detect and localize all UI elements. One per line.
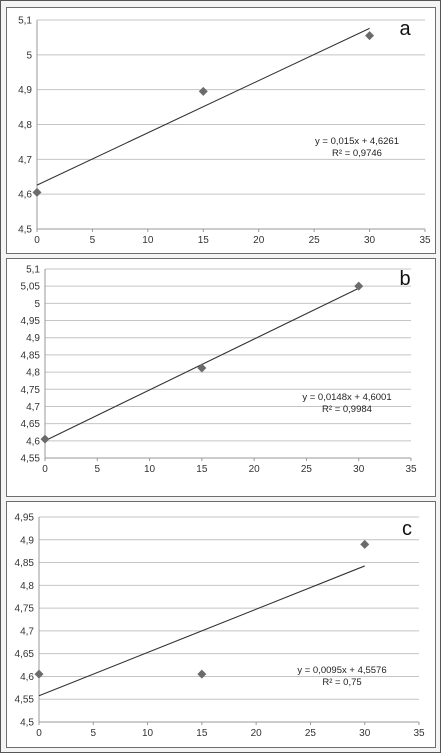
- y-tick-label: 4,9: [18, 85, 32, 96]
- data-point-diamond: [354, 281, 364, 291]
- r-squared-label: R² = 0,75: [322, 677, 361, 688]
- y-tick-label: 4,65: [21, 419, 41, 430]
- x-tick-label: 0: [36, 728, 42, 739]
- x-tick-label: 5: [90, 235, 96, 246]
- data-point-diamond: [197, 363, 207, 373]
- r-squared-label: R² = 0,9984: [322, 404, 372, 415]
- data-point-diamond: [198, 86, 208, 96]
- r-squared-label: R² = 0,9746: [332, 148, 382, 159]
- x-tick-label: 20: [251, 728, 263, 739]
- y-tick-label: 4,5: [20, 718, 34, 729]
- x-tick-label: 30: [359, 728, 371, 739]
- x-tick-label: 5: [91, 728, 97, 739]
- chart-panel-a: 4,5 4,6 4,7 4,8 4,9 5 5,1 0 5 10 15 20 25 30 35 y = 0,0…: [6, 7, 436, 254]
- data-point-diamond: [360, 539, 370, 549]
- data-point-diamond: [197, 669, 207, 679]
- x-tick-label: 30: [353, 464, 365, 475]
- data-point-diamond: [34, 669, 44, 679]
- data-point-diamond: [32, 187, 42, 197]
- y-tick-label: 4,8: [18, 120, 32, 131]
- chart-svg-a: 4,5 4,6 4,7 4,8 4,9 5 5,1 0 5 10 15 20 25 30 35 y = 0,0…: [18, 16, 431, 247]
- y-tick-label: 4,55: [21, 454, 41, 465]
- trendline: [36, 27, 370, 186]
- panel-letter: b: [399, 268, 410, 290]
- x-tick-label: 25: [301, 464, 313, 475]
- trendline-equation: y = 0,0095x + 4,5576: [297, 665, 386, 676]
- y-tick-label: 4,85: [15, 558, 35, 569]
- y-tick-label: 5: [34, 299, 40, 310]
- y-tick-label: 4,95: [15, 513, 35, 524]
- y-tick-label: 5,1: [26, 265, 40, 276]
- x-tick-label: 15: [196, 464, 208, 475]
- chart-svg-c: 4,5 4,55 4,6 4,65 4,7 4,75 4,8 4,85 4,9 4,95 0 5 10 1…: [15, 513, 425, 740]
- x-tick-label: 5: [95, 464, 101, 475]
- y-tick-label: 4,75: [15, 604, 35, 615]
- x-tick-label: 10: [142, 235, 154, 246]
- trendline-equation: y = 0,0148x + 4,6001: [302, 392, 391, 403]
- x-tick-label: 10: [142, 728, 154, 739]
- y-tick-label: 5: [26, 50, 32, 61]
- chart-panel-b: 4,55 4,6 4,65 4,7 4,75 4,8 4,85 4,9 4,95 5 5,05 5,1…: [6, 258, 436, 497]
- data-point-diamond: [40, 434, 50, 444]
- panel-letter: c: [402, 518, 412, 540]
- y-tick-label: 4,8: [26, 368, 40, 379]
- panel-letter: a: [399, 18, 411, 40]
- x-tick-label: 30: [364, 235, 376, 246]
- y-tick-label: 4,55: [15, 695, 35, 706]
- y-tick-label: 4,8: [20, 581, 34, 592]
- y-tick-label: 4,6: [18, 190, 32, 201]
- trendline-equation: y = 0,015x + 4,6261: [315, 136, 399, 147]
- x-tick-label: 35: [419, 235, 431, 246]
- x-tick-label: 20: [253, 235, 265, 246]
- y-tick-label: 4,65: [15, 649, 35, 660]
- y-tick-label: 4,9: [20, 535, 34, 546]
- x-tick-label: 35: [405, 464, 417, 475]
- x-tick-label: 25: [309, 235, 321, 246]
- y-tick-label: 4,7: [20, 626, 34, 637]
- x-tick-label: 0: [42, 464, 48, 475]
- x-tick-label: 0: [34, 235, 40, 246]
- y-tick-label: 4,6: [20, 672, 34, 683]
- trendline: [38, 565, 365, 697]
- y-tick-label: 4,6: [26, 436, 40, 447]
- x-tick-label: 25: [305, 728, 317, 739]
- x-tick-label: 10: [144, 464, 156, 475]
- y-tick-label: 4,95: [21, 316, 41, 327]
- chart-panel-c: 4,5 4,55 4,6 4,65 4,7 4,75 4,8 4,85 4,9 4,95 0 5 10 1…: [6, 501, 436, 748]
- y-tick-label: 5,05: [21, 282, 41, 293]
- y-tick-label: 4,7: [26, 402, 40, 413]
- x-tick-label: 15: [196, 728, 208, 739]
- y-tick-label: 4,7: [18, 155, 32, 166]
- x-tick-label: 20: [249, 464, 261, 475]
- data-point-diamond: [365, 31, 375, 41]
- y-tick-label: 4,85: [21, 350, 41, 361]
- y-tick-label: 4,75: [21, 385, 41, 396]
- y-tick-label: 4,5: [18, 225, 32, 236]
- y-tick-label: 5,1: [18, 16, 32, 27]
- chart-svg-b: 4,55 4,6 4,65 4,7 4,75 4,8 4,85 4,9 4,95 5 5,05 5,1…: [21, 265, 417, 476]
- y-tick-label: 4,9: [26, 333, 40, 344]
- x-tick-label: 35: [413, 728, 425, 739]
- x-tick-label: 15: [198, 235, 210, 246]
